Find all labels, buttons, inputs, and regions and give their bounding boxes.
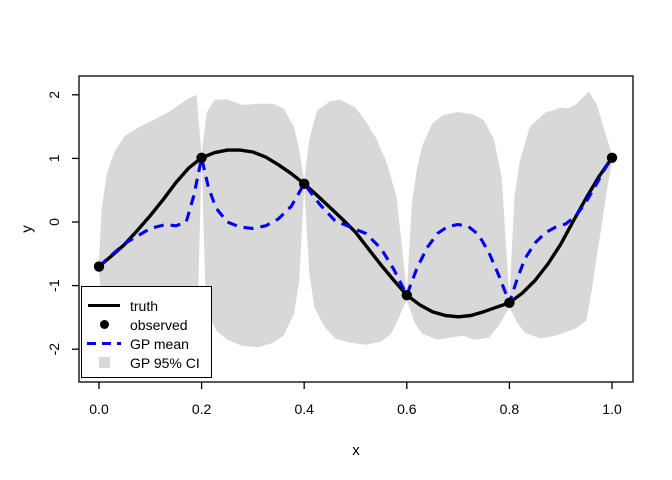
- observed-point: [504, 297, 515, 308]
- x-tick-label: 0.2: [192, 401, 212, 417]
- observed-point: [93, 261, 105, 272]
- legend-label: observed: [130, 316, 188, 333]
- x-axis-title: x: [352, 442, 360, 459]
- plot-frame: [78, 75, 634, 383]
- observed-point: [401, 289, 412, 301]
- ci-band: [99, 91, 612, 348]
- legend-label: truth: [130, 297, 159, 314]
- legend-label: GP mean: [130, 335, 189, 352]
- y-tick-label: -1: [46, 279, 62, 292]
- legend-item-gp-ci: GP 95% CI: [82, 353, 211, 372]
- observed-point: [606, 152, 618, 163]
- y-tick-label: -2: [46, 343, 62, 356]
- legend-label: GP 95% CI: [130, 354, 200, 371]
- truth-line: [97, 148, 614, 319]
- legend: truth observed GP mean GP 95% CI: [81, 286, 212, 378]
- solid-line-icon: [87, 303, 121, 308]
- y-tick-label: 2: [46, 91, 62, 99]
- y-tick-label: 1: [46, 154, 62, 162]
- legend-item-observed: observed: [82, 315, 211, 334]
- dashed-line-icon: [87, 341, 121, 346]
- y-tick-label: 0: [46, 218, 62, 226]
- legend-item-truth: truth: [82, 296, 211, 315]
- x-tick-label: 0.4: [294, 401, 314, 417]
- filled-box-icon: [87, 357, 121, 368]
- filled-point-icon: [87, 320, 121, 329]
- x-tick-label: 0.6: [397, 401, 417, 417]
- x-tick-label: 1.0: [602, 401, 622, 417]
- observed-point: [196, 152, 207, 163]
- gp-mean-line: [97, 156, 614, 305]
- x-tick-label: 0.0: [89, 401, 109, 417]
- legend-item-gp-mean: GP mean: [82, 334, 211, 353]
- x-tick-label: 0.8: [500, 401, 520, 417]
- observed-point: [299, 178, 310, 190]
- y-axis-title: y: [18, 225, 36, 233]
